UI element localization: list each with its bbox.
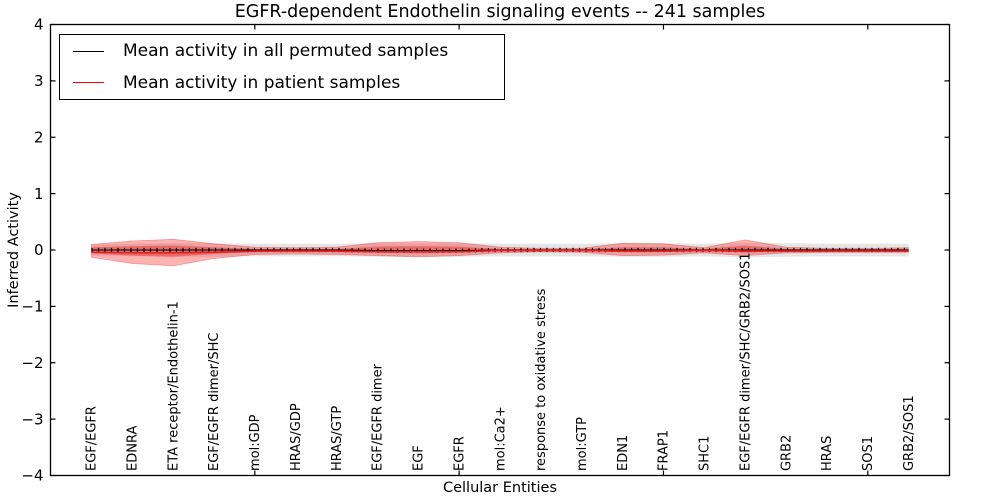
x-category-label: mol:GDP (248, 414, 263, 471)
x-category-label: EGF/EGFR dimer (371, 363, 386, 471)
y-tick-label: 4 (34, 16, 44, 34)
legend-line-sample-black (73, 50, 104, 52)
x-category-label: EDNRA (126, 426, 141, 471)
y-tick-label: −4 (21, 467, 43, 485)
legend-item-patient: Mean activity in patient samples (60, 68, 504, 98)
y-axis-label: Inferred Activity (6, 192, 22, 308)
y-tick-label: −2 (21, 354, 43, 372)
x-category-label: EGF/EGFR (85, 406, 100, 471)
x-category-label: SHC1 (698, 436, 713, 471)
x-category-label: mol:GTP (575, 417, 590, 471)
x-axis-label: Cellular Entities (442, 480, 558, 496)
y-tick-label: −3 (21, 410, 43, 428)
x-category-label: mol:Ca2+ (493, 406, 508, 471)
line-mean-patient (91, 249, 909, 254)
chart-title: EGFR-dependent Endothelin signaling even… (234, 2, 766, 22)
x-category-label: EGF/EGFR dimer/SHC (207, 333, 222, 471)
y-tick-label: 3 (34, 72, 44, 90)
legend-line-sample-red (73, 82, 104, 84)
x-category-label: response to oxidative stress (534, 288, 549, 471)
y-tick-label: 0 (34, 241, 44, 259)
legend-label: Mean activity in all permuted samples (123, 41, 449, 62)
y-tick-label: 1 (34, 185, 44, 203)
band-patient-samples-range-outer (91, 238, 909, 267)
x-category-label: SOS1 (861, 436, 876, 471)
x-category-label: ETA receptor/Endothelin-1 (166, 301, 181, 471)
legend-item-permuted: Mean activity in all permuted samples (60, 36, 504, 66)
x-category-label: FRAP1 (657, 430, 672, 471)
x-category-label: HRAS (820, 436, 835, 471)
x-category-label: HRAS/GTP (330, 406, 345, 471)
x-category-label: GRB2 (779, 435, 794, 471)
x-category-label: EGF/EGFR dimer/SHC/GRB2/SOS1 (738, 253, 753, 472)
legend-label: Mean activity in patient samples (123, 72, 401, 93)
x-category-label: GRB2/SOS1 (902, 395, 917, 471)
y-tick-label: −1 (21, 298, 43, 316)
x-category-label: HRAS/GDP (289, 403, 304, 471)
x-category-label: EDN1 (616, 435, 631, 471)
x-category-label: EGF (412, 445, 427, 471)
legend: Mean activity in all permuted samples Me… (59, 34, 505, 100)
y-tick-label: 2 (34, 128, 44, 146)
x-category-label: EGFR (452, 436, 467, 471)
